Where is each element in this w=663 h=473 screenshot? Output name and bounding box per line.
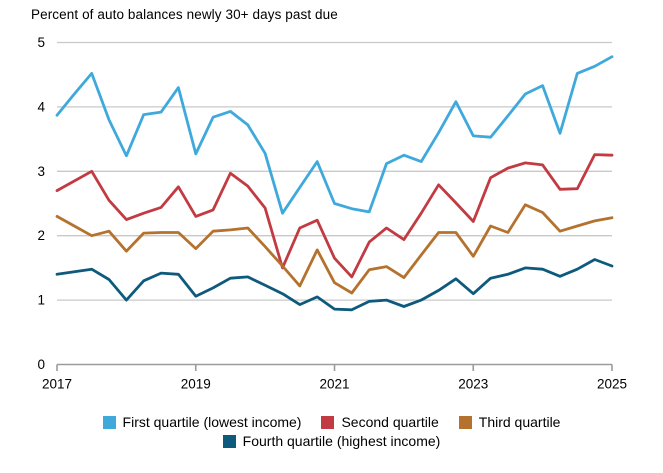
- x-tick-label: 2023: [458, 377, 488, 392]
- x-tick-label: 2019: [181, 377, 211, 392]
- x-tick-label: 2021: [319, 377, 349, 392]
- legend-item-3: Third quartile: [458, 414, 561, 430]
- x-tick-label: 2017: [42, 377, 72, 392]
- y-tick-label: 3: [37, 164, 45, 179]
- legend-swatch-icon: [321, 415, 335, 429]
- series-line-3: [55, 203, 614, 295]
- legend-item-1: First quartile (lowest income): [102, 414, 302, 430]
- y-tick-label: 2: [37, 228, 45, 243]
- legend-item-4: Fourth quartile (highest income): [222, 433, 441, 449]
- legend: First quartile (lowest income) Second qua…: [0, 414, 663, 449]
- series-line-1: [55, 55, 614, 215]
- chart-title: Percent of auto balances newly 30+ days …: [31, 7, 338, 22]
- legend-swatch-icon: [222, 434, 236, 448]
- y-tick-label: 5: [37, 35, 45, 50]
- x-tick-label: 2025: [597, 377, 627, 392]
- series-line-4: [55, 258, 614, 312]
- legend-item-2: Second quartile: [321, 414, 439, 430]
- series-line-2: [55, 153, 614, 279]
- legend-label: Third quartile: [478, 414, 561, 430]
- legend-label: First quartile (lowest income): [122, 414, 302, 430]
- plot-area: 0 1 2 3 4 5 2017 2019 2021 2023 2025: [37, 35, 627, 392]
- legend-row-1: First quartile (lowest income) Second qua…: [102, 414, 561, 430]
- legend-swatch-icon: [102, 415, 116, 429]
- legend-row-2: Fourth quartile (highest income): [222, 433, 441, 449]
- legend-label: Fourth quartile (highest income): [242, 433, 441, 449]
- y-tick-label: 0: [37, 357, 45, 372]
- legend-swatch-icon: [458, 415, 472, 429]
- legend-label: Second quartile: [341, 414, 439, 430]
- y-tick-label: 1: [37, 293, 45, 308]
- y-tick-label: 4: [37, 99, 45, 114]
